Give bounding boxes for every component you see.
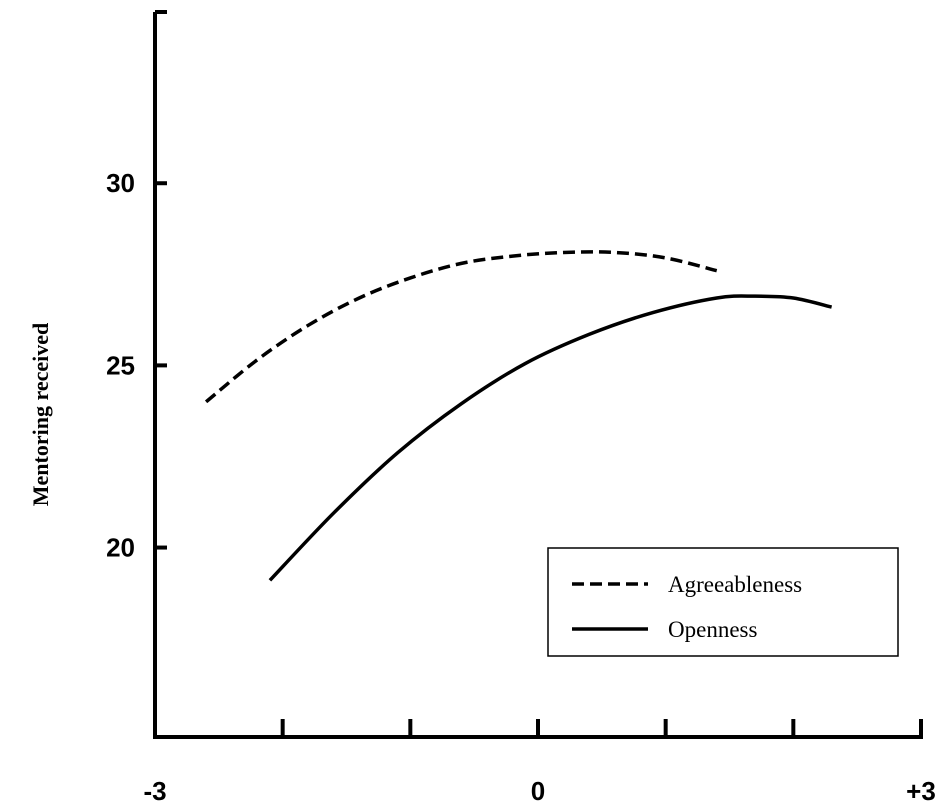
y-tick-label: 30 — [106, 168, 135, 198]
x-tick-label: 0 — [531, 776, 545, 806]
x-tick-label: +3 — [906, 776, 936, 806]
series-line-agreeableness — [204, 250, 718, 404]
y-tick-label: 20 — [106, 533, 135, 563]
legend-items: Agreeableness Openness — [572, 572, 802, 642]
series-lines — [204, 250, 833, 582]
series-line-openness — [268, 294, 833, 582]
y-tick-label: 25 — [106, 350, 135, 380]
legend-box — [547, 547, 899, 657]
y-axis-label: Mentoring received — [28, 323, 53, 506]
tick-labels: 20 25 30 -3 0 +3 — [106, 168, 936, 806]
legend: Agreeableness Openness — [547, 547, 899, 657]
legend-label: Openness — [668, 617, 757, 642]
legend-label: Agreeableness — [668, 572, 802, 597]
x-tick-label: -3 — [143, 776, 166, 806]
tick-marks — [153, 10, 923, 737]
